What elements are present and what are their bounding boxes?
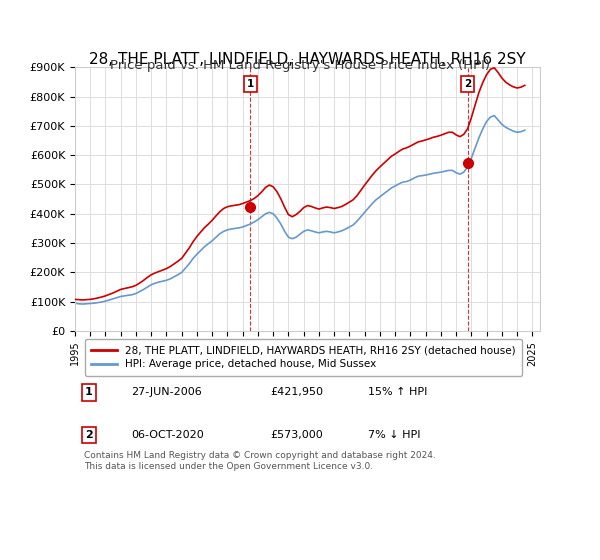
Text: £421,950: £421,950: [270, 388, 323, 398]
Title: 28, THE PLATT, LINDFIELD, HAYWARDS HEATH, RH16 2SY: 28, THE PLATT, LINDFIELD, HAYWARDS HEATH…: [89, 52, 526, 67]
Text: 27-JUN-2006: 27-JUN-2006: [131, 388, 202, 398]
Text: 06-OCT-2020: 06-OCT-2020: [131, 430, 203, 440]
Text: 2: 2: [464, 79, 471, 89]
Text: 2: 2: [85, 430, 93, 440]
Text: 15% ↑ HPI: 15% ↑ HPI: [368, 388, 427, 398]
Text: Price paid vs. HM Land Registry's House Price Index (HPI): Price paid vs. HM Land Registry's House …: [110, 59, 490, 72]
Text: £573,000: £573,000: [270, 430, 323, 440]
Text: 1: 1: [247, 79, 254, 89]
Text: 1: 1: [85, 388, 93, 398]
Text: 7% ↓ HPI: 7% ↓ HPI: [368, 430, 421, 440]
Legend: 28, THE PLATT, LINDFIELD, HAYWARDS HEATH, RH16 2SY (detached house), HPI: Averag: 28, THE PLATT, LINDFIELD, HAYWARDS HEATH…: [85, 339, 523, 376]
Text: Contains HM Land Registry data © Crown copyright and database right 2024.
This d: Contains HM Land Registry data © Crown c…: [84, 451, 436, 471]
